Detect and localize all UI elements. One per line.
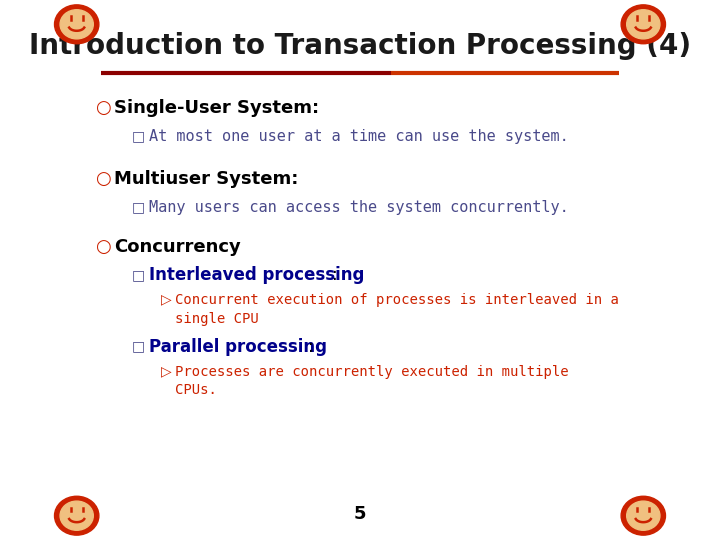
Text: ▷: ▷: [161, 293, 171, 307]
Circle shape: [55, 5, 99, 44]
Text: Introduction to Transaction Processing (4): Introduction to Transaction Processing (…: [29, 32, 691, 60]
Text: ○: ○: [95, 99, 110, 117]
Circle shape: [621, 496, 665, 535]
Text: Concurrency: Concurrency: [114, 238, 240, 256]
Text: :: :: [307, 338, 313, 356]
Text: Parallel processing: Parallel processing: [149, 338, 328, 356]
Circle shape: [621, 5, 665, 44]
Circle shape: [60, 501, 94, 530]
Circle shape: [55, 496, 99, 535]
Text: □: □: [132, 200, 145, 214]
Text: ○: ○: [95, 170, 110, 188]
Text: ▷: ▷: [161, 364, 171, 379]
Text: CPUs.: CPUs.: [175, 383, 217, 397]
Text: 5: 5: [354, 505, 366, 523]
Text: □: □: [132, 129, 145, 143]
Text: Multiuser System:: Multiuser System:: [114, 170, 298, 188]
Text: □: □: [132, 268, 145, 282]
Text: Interleaved processing: Interleaved processing: [149, 266, 365, 285]
Text: ○: ○: [95, 238, 110, 256]
Text: At most one user at a time can use the system.: At most one user at a time can use the s…: [149, 129, 569, 144]
Text: Many users can access the system concurrently.: Many users can access the system concurr…: [149, 200, 569, 215]
Text: □: □: [132, 340, 145, 354]
Circle shape: [626, 501, 660, 530]
Text: Processes are concurrently executed in multiple: Processes are concurrently executed in m…: [175, 364, 569, 379]
Text: :: :: [333, 266, 338, 285]
Text: Single-User System:: Single-User System:: [114, 99, 319, 117]
Text: single CPU: single CPU: [175, 312, 259, 326]
Circle shape: [60, 10, 94, 39]
Circle shape: [626, 10, 660, 39]
Text: Concurrent execution of processes is interleaved in a: Concurrent execution of processes is int…: [175, 293, 619, 307]
